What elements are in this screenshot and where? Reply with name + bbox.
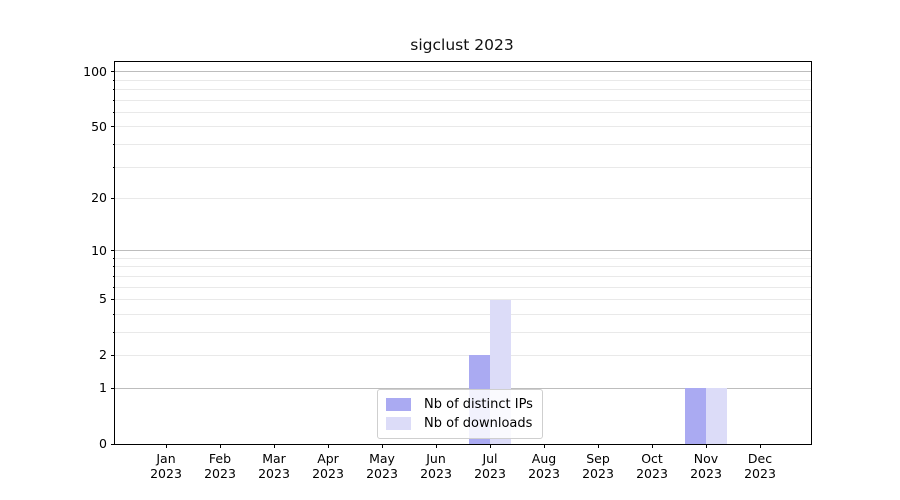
bar-downloads [706,388,727,444]
x-tick-label: Feb 2023 [204,451,236,482]
x-tick-label: Jan 2023 [150,451,182,482]
y-minor-tick-mark [113,275,115,277]
legend-swatch [386,417,411,430]
y-gridline-minor [115,143,811,145]
legend-item: Nb of distinct IPs [386,395,533,414]
x-tick-mark [327,444,329,448]
y-minor-tick-mark [113,89,115,91]
y-gridline-minor [115,354,811,356]
x-tick-mark [597,444,599,448]
x-tick-mark [165,444,167,448]
y-gridline-minor [115,275,811,277]
y-tick-label: 2 [99,347,107,363]
y-gridline-minor [115,111,811,113]
y-minor-tick-mark [113,79,115,81]
y-tick-label: 10 [91,242,107,258]
x-tick-label: Dec 2023 [744,451,776,482]
x-tick-mark [489,444,491,448]
x-tick-label: Apr 2023 [312,451,344,482]
y-minor-tick-mark [113,266,115,268]
y-tick-mark [111,298,115,300]
y-gridline-minor [115,266,811,268]
y-tick-label: 50 [91,118,107,134]
x-tick-label: May 2023 [366,451,398,482]
x-tick-mark [651,444,653,448]
y-tick-mark [111,387,115,389]
y-gridline-minor [115,257,811,259]
y-gridline-minor [115,313,811,315]
x-tick-label: Jun 2023 [420,451,452,482]
legend: Nb of distinct IPs Nb of downloads [377,389,543,439]
y-gridline-minor [115,89,811,91]
y-tick-label: 5 [99,291,107,307]
legend-swatch [386,398,411,411]
x-tick-mark [381,444,383,448]
x-tick-label: Oct 2023 [636,451,668,482]
y-gridline-major [115,250,811,252]
y-tick-label: 0 [99,435,107,451]
y-minor-tick-mark [113,111,115,113]
x-tick-label: Jul 2023 [474,451,506,482]
x-tick-mark [273,444,275,448]
x-tick-mark [435,444,437,448]
y-tick-mark [111,197,115,199]
y-tick-mark [111,250,115,252]
plot-area: 0 1 2 5 10 20 50 100 Jan 2023 Feb 2023 Mar 2023 Apr 20… [83,61,812,481]
legend-item: Nb of downloads [386,414,533,433]
x-tick-mark [543,444,545,448]
legend-rows: Nb of distinct IPs Nb of downloads [386,395,533,433]
y-gridline-minor [115,126,811,128]
x-tick-label: Aug 2023 [528,451,560,482]
bar-distinct-ips [685,388,706,444]
x-tick-mark [759,444,761,448]
y-gridline-major [115,71,811,73]
y-gridline-minor [115,286,811,288]
y-minor-tick-mark [113,99,115,101]
x-tick-label: Sep 2023 [582,451,614,482]
y-tick-mark [111,71,115,73]
y-gridline-minor [115,197,811,199]
y-gridline-minor [115,99,811,101]
y-minor-tick-mark [113,286,115,288]
y-tick-label: 1 [99,379,107,395]
x-tick-mark [219,444,221,448]
y-gridline-minor [115,79,811,81]
y-gridline-minor [115,331,811,333]
y-tick-mark [111,126,115,128]
legend-label: Nb of downloads [424,416,533,431]
y-tick-mark [111,354,115,356]
y-minor-tick-mark [113,257,115,259]
y-tick-label: 100 [83,63,107,79]
chart-title: sigclust 2023 [410,36,514,54]
y-minor-tick-mark [113,166,115,168]
y-minor-tick-mark [113,331,115,333]
y-minor-tick-mark [113,143,115,145]
y-minor-tick-mark [113,313,115,315]
y-gridline-major [115,387,811,389]
y-tick-mark [111,443,115,445]
y-tick-label: 20 [91,190,107,206]
y-gridline-minor [115,298,811,300]
legend-label: Nb of distinct IPs [424,397,533,412]
x-tick-label: Nov 2023 [690,451,722,482]
y-gridline-minor [115,166,811,168]
x-tick-mark [705,444,707,448]
x-tick-label: Mar 2023 [258,451,290,482]
